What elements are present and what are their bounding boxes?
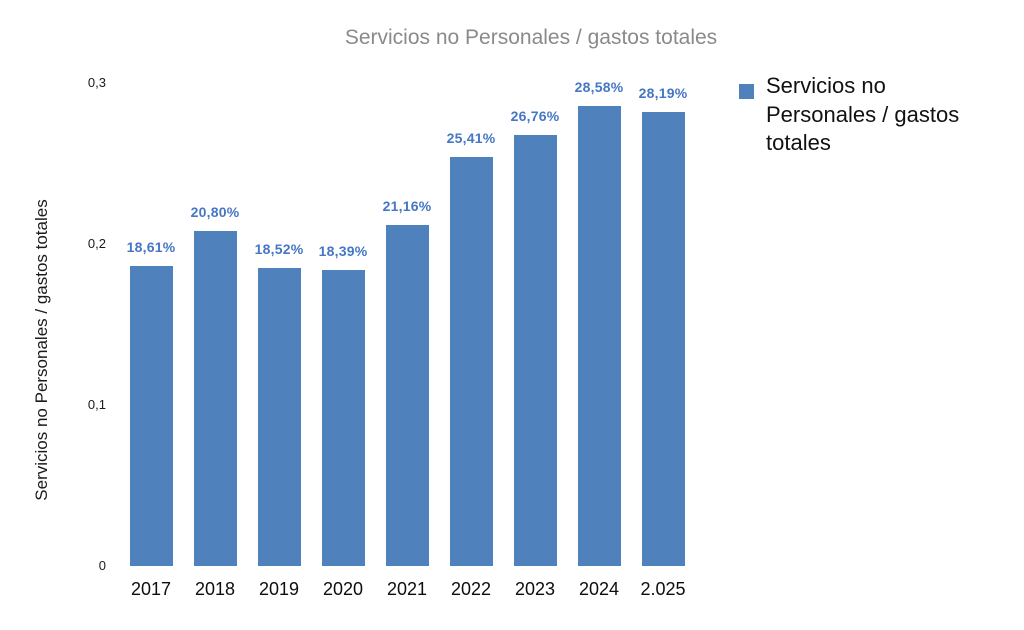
chart-title: Servicios no Personales / gastos totales: [344, 26, 718, 49]
x-axis-tick-label: 2019: [258, 579, 300, 599]
y-axis-tick-label: 0,2: [87, 236, 106, 251]
value-label-2022: 25,41%: [446, 130, 496, 146]
value-label-2017: 18,61%: [126, 239, 176, 255]
bar-2024: [578, 106, 621, 566]
x-axis-tick-label: 2018: [194, 579, 236, 599]
value-label-2019: 18,52%: [254, 241, 304, 257]
value-label-2018: 20,80%: [190, 204, 240, 220]
x-axis-tick-label: 2024: [578, 579, 620, 599]
value-label-2024: 28,58%: [574, 79, 624, 95]
x-axis-tick-label: 2020: [322, 579, 364, 599]
bar-2023: [514, 135, 557, 566]
x-axis-tick-label: 2017: [130, 579, 172, 599]
y-axis-tick-label: 0,1: [87, 397, 106, 412]
bar-2019: [258, 268, 301, 566]
bar-2021: [386, 225, 429, 566]
x-axis-tick-label: 2023: [514, 579, 556, 599]
legend: Servicios no Personales / gastos totales: [739, 72, 969, 158]
bar-2020: [322, 270, 365, 566]
value-label-2.025: 28,19%: [638, 85, 688, 101]
y-axis-tick-label: 0,3: [87, 75, 106, 90]
x-axis-tick-label: 2.025: [640, 579, 686, 599]
legend-swatch-icon: [739, 84, 754, 99]
bar-2018: [194, 231, 237, 566]
bar-2022: [450, 157, 493, 566]
x-axis-tick-label: 2022: [450, 579, 492, 599]
value-label-2020: 18,39%: [318, 243, 368, 259]
x-axis-tick-label: 2021: [386, 579, 428, 599]
value-label-2021: 21,16%: [382, 198, 432, 214]
bar-2.025: [642, 112, 685, 566]
legend-label: Servicios no Personales / gastos totales: [766, 73, 960, 155]
value-label-2023: 26,76%: [510, 108, 560, 124]
y-axis-tick-label: 0: [98, 558, 106, 573]
bar-2017: [130, 266, 173, 566]
